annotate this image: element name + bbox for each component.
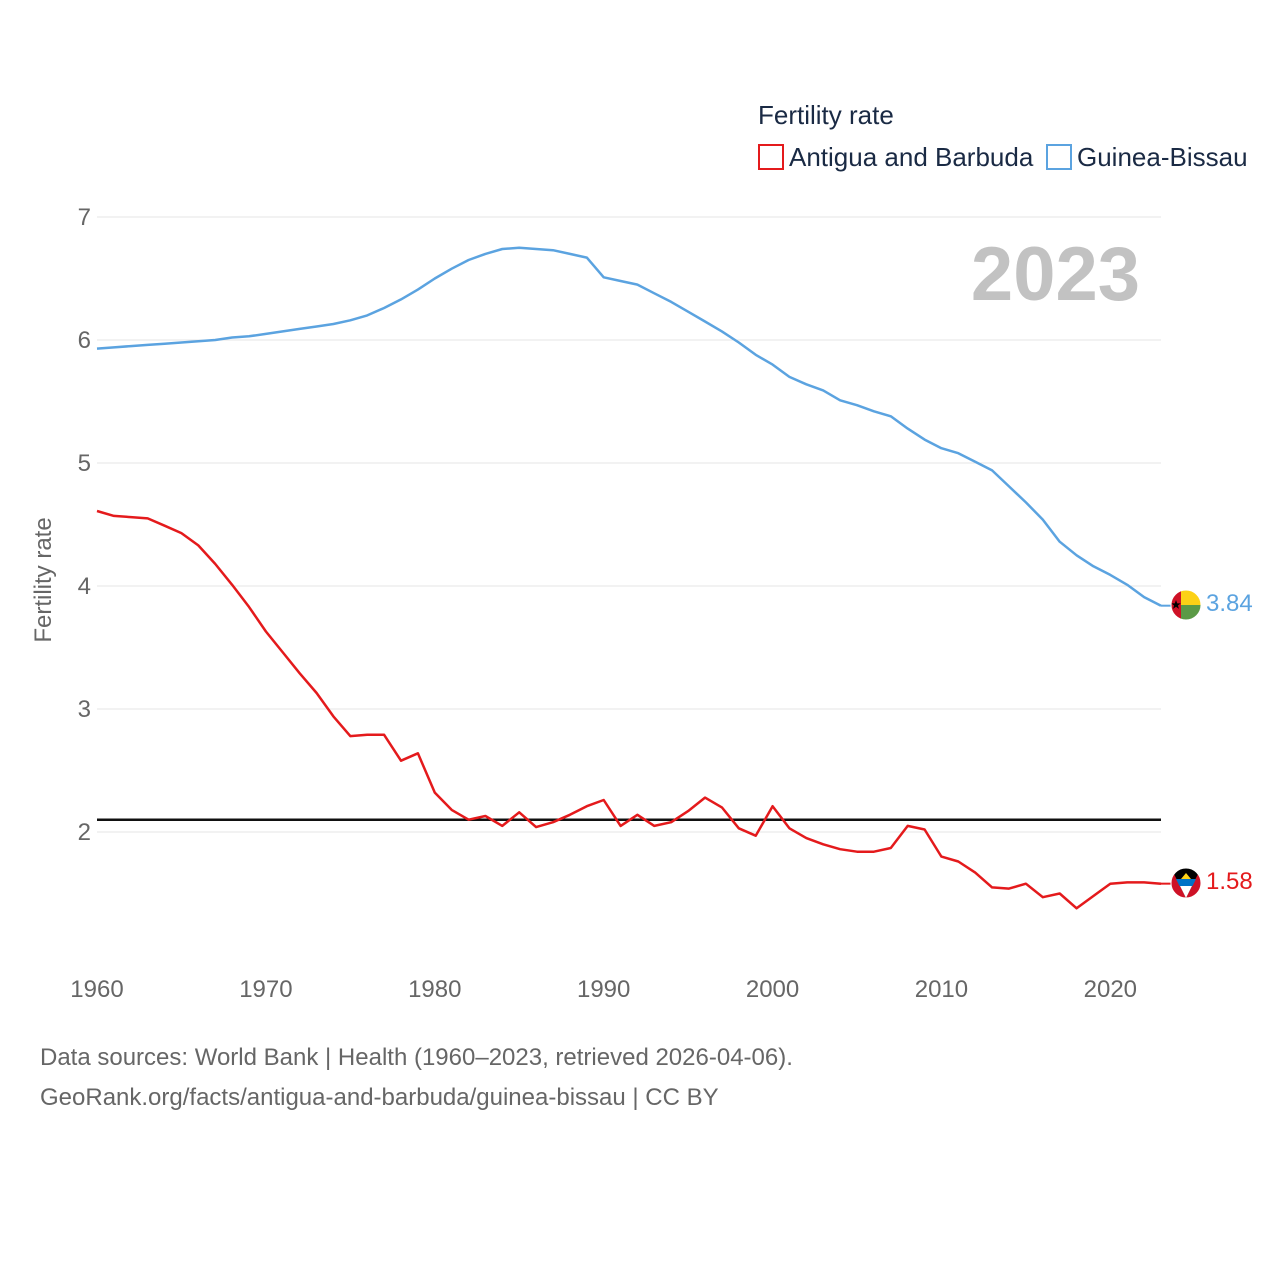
legend-swatch-guinea-bissau[interactable] [1046, 144, 1072, 170]
guinea-bissau-flag-border [1170, 589, 1202, 621]
gridlines [97, 216, 1161, 833]
legend-label-guinea-bissau[interactable]: Guinea-Bissau [1077, 142, 1248, 172]
x-tick-label-1980: 1980 [408, 976, 461, 1003]
x-tick-label-1960: 1960 [70, 976, 123, 1003]
y-tick-label-5: 5 [78, 450, 91, 477]
end-label-guinea-bissau: 3.84 [1206, 590, 1253, 617]
y-axis-ticks: 2 3 4 5 6 7 [78, 204, 91, 846]
legend-label-antigua-and-barbuda[interactable]: Antigua and Barbuda [789, 142, 1034, 172]
y-tick-label-3: 3 [78, 696, 91, 723]
legend-title: Fertility rate [758, 100, 894, 130]
y-axis-title: Fertility rate [30, 517, 57, 642]
series-line-guinea-bissau [96, 246, 1162, 607]
year-label: 2023 [971, 232, 1140, 317]
x-tick-label-1990: 1990 [577, 976, 630, 1003]
y-tick-label-7: 7 [78, 204, 91, 231]
end-label-antigua-and-barbuda: 1.58 [1206, 868, 1253, 895]
series-lines [96, 246, 1172, 910]
x-tick-label-2010: 2010 [915, 976, 968, 1003]
antigua-and-barbuda-flag-icon [1171, 868, 1201, 898]
legend: Fertility rate Antigua and Barbuda Guine… [758, 100, 1248, 172]
y-tick-label-2: 2 [78, 819, 91, 846]
y-tick-label-4: 4 [78, 573, 91, 600]
source-url[interactable]: GeoRank.org/facts/antigua-and-barbuda/gu… [40, 1084, 719, 1111]
x-tick-label-2000: 2000 [746, 976, 799, 1003]
data-source-note: Data sources: World Bank | Health (1960–… [40, 1044, 793, 1071]
x-tick-label-2020: 2020 [1084, 976, 1137, 1003]
series-line-antigua-and-barbuda [96, 509, 1162, 910]
antigua-and-barbuda-flag-border [1170, 867, 1202, 899]
legend-swatch-antigua-and-barbuda[interactable] [758, 144, 784, 170]
x-axis-ticks: 1960 1970 1980 1990 2000 2010 2020 [70, 976, 1137, 1003]
x-tick-label-1970: 1970 [239, 976, 292, 1003]
y-tick-label-6: 6 [78, 327, 91, 354]
